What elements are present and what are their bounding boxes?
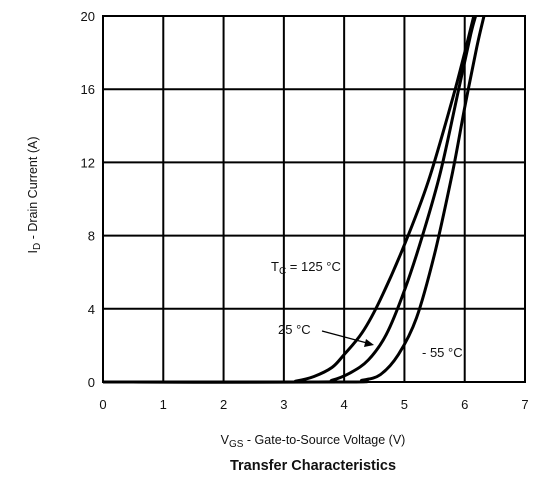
annotation-25c: 25 °C (278, 322, 311, 337)
y-tick-label: 8 (88, 229, 95, 244)
x-axis-label: VGS - Gate-to-Source Voltage (V) (221, 433, 406, 450)
y-tick-label: 4 (88, 302, 95, 317)
plot-frame (102, 15, 526, 383)
x-tick-label: 3 (280, 397, 287, 412)
y-tick-label: 0 (88, 375, 95, 390)
x-tick-label: 6 (461, 397, 468, 412)
x-tick-labels: 0 1 2 3 4 5 6 7 (99, 397, 528, 412)
annotation-neg55c: - 55 °C (422, 345, 463, 360)
y-axis-label: ID - Drain Current (A) (26, 137, 43, 254)
annotation-25c-arrowhead (364, 339, 374, 347)
x-tick-label: 7 (521, 397, 528, 412)
y-tick-label: 20 (81, 9, 95, 24)
x-tick-label: 5 (401, 397, 408, 412)
x-tick-label: 2 (220, 397, 227, 412)
annotation-25c-arrow (321, 330, 368, 344)
y-tick-label: 12 (81, 155, 95, 170)
y-tick-label: 16 (81, 82, 95, 97)
chart-title: Transfer Characteristics (230, 458, 396, 474)
x-tick-label: 4 (341, 397, 348, 412)
annotation-125c: TC = 125 °C (271, 259, 341, 277)
x-tick-label: 1 (160, 397, 167, 412)
y-tick-labels: 0 4 8 12 16 20 (81, 9, 95, 390)
x-tick-label: 0 (99, 397, 106, 412)
